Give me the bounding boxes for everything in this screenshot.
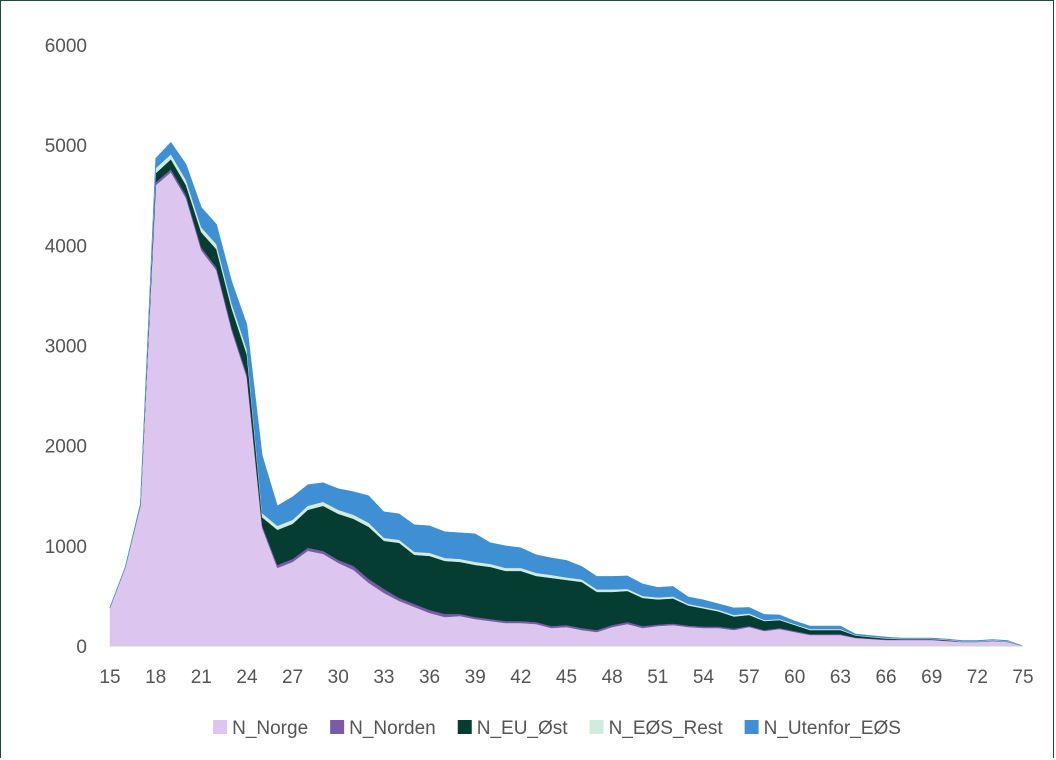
x-tick-label: 30 <box>328 667 349 688</box>
x-tick-label: 36 <box>419 667 440 688</box>
legend-label-n-norge: N_Norge <box>232 718 308 739</box>
y-tick-label: 2000 <box>45 437 87 458</box>
x-tick-label: 72 <box>967 667 988 688</box>
legend-swatch-n-norge <box>213 720 228 734</box>
x-tick-label: 66 <box>875 667 896 688</box>
x-tick-label: 75 <box>1012 667 1033 688</box>
x-tick-label: 42 <box>510 667 531 688</box>
x-tick-label: 54 <box>693 667 715 688</box>
x-tick-label: 48 <box>602 667 623 688</box>
legend-swatch-n-e-s-rest <box>589 720 604 734</box>
legend-label-n-utenfor-e-s: N_Utenfor_EØS <box>764 718 901 739</box>
legend-label-n-e-s-rest: N_EØS_Rest <box>609 718 724 739</box>
legend-swatch-n-eu-st <box>457 720 472 734</box>
x-tick-label: 33 <box>373 667 394 688</box>
x-tick-label: 18 <box>145 667 166 688</box>
x-tick-label: 63 <box>830 667 851 688</box>
y-tick-label: 0 <box>76 637 87 658</box>
legend: N_Norge N_Norden N_EU_Øst N_EØS_Rest N_Utenf… <box>213 718 901 739</box>
x-tick-label: 15 <box>99 667 120 688</box>
legend-swatch-n-norden <box>330 720 345 734</box>
legend-label-n-norden: N_Norden <box>349 718 436 739</box>
y-tick-label: 6000 <box>45 36 87 57</box>
x-axis: 15 18 21 24 27 30 33 36 39 42 45 48 51 54 57 60 63 66 69 72… <box>99 667 1033 688</box>
x-tick-label: 60 <box>784 667 805 688</box>
y-tick-label: 3000 <box>45 337 87 358</box>
legend-label-n-eu-st: N_EU_Øst <box>477 718 569 739</box>
x-tick-label: 45 <box>556 667 577 688</box>
x-tick-label: 24 <box>236 667 258 688</box>
x-tick-label: 57 <box>739 667 760 688</box>
y-tick-label: 5000 <box>45 136 87 157</box>
x-tick-label: 27 <box>282 667 303 688</box>
x-tick-label: 69 <box>921 667 942 688</box>
x-tick-label: 39 <box>465 667 486 688</box>
y-tick-label: 4000 <box>45 236 87 257</box>
legend-swatch-n-utenfor-e-s <box>744 720 759 734</box>
y-axis: 0 1000 2000 3000 4000 5000 6000 <box>45 36 87 658</box>
y-tick-label: 1000 <box>45 537 87 558</box>
x-tick-label: 21 <box>191 667 212 688</box>
area-layers <box>109 141 1024 647</box>
x-tick-label: 51 <box>647 667 668 688</box>
